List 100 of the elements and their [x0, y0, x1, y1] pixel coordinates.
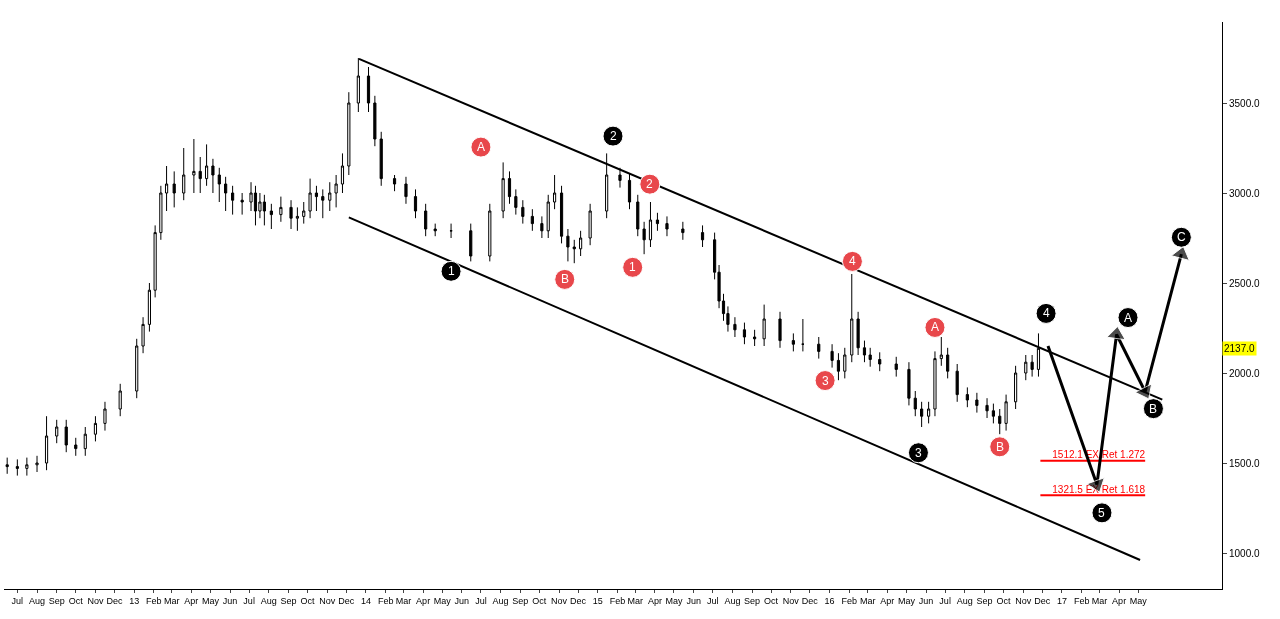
annotation: 4 [1043, 306, 1050, 320]
candlestick [164, 165, 169, 212]
x-tick-label: Nov [782, 595, 800, 606]
candlestick [433, 223, 437, 237]
annotation: 4 [849, 254, 856, 268]
candlestick [392, 174, 397, 192]
candlestick [843, 347, 847, 379]
x-tick-label: May [433, 595, 452, 606]
annotation: A [477, 140, 486, 154]
candlestick [172, 170, 176, 208]
candlestick [25, 457, 29, 477]
candlestick [521, 199, 525, 225]
candlestick [856, 311, 860, 356]
y-tick-label: 3500.0 [1229, 97, 1261, 109]
candlestick [927, 401, 931, 424]
candlestick [1014, 365, 1018, 410]
candlestick [488, 203, 492, 262]
x-tick-label: Aug [724, 595, 741, 606]
candlestick [878, 351, 882, 372]
x-tick-label: Jun [918, 595, 934, 606]
candlestick [991, 403, 995, 424]
candlestick [182, 147, 186, 201]
x-tick-label: Apr [184, 595, 199, 606]
candlestick [801, 318, 805, 352]
candlestick [295, 206, 299, 232]
candlestick [334, 174, 338, 208]
candlestick [404, 176, 408, 205]
candlestick [198, 156, 202, 194]
candlestick [965, 386, 969, 408]
annotation: 3 [822, 374, 829, 388]
y-tick-label: 2500.0 [1229, 277, 1261, 289]
candlestick [836, 352, 841, 381]
candlestick [279, 196, 283, 223]
annotation: B [996, 440, 1005, 454]
x-tick-label: Jul [706, 595, 719, 606]
annotation: B [561, 272, 570, 286]
candlestick [894, 356, 898, 378]
candlestick [469, 223, 473, 262]
annotation: A [931, 320, 940, 334]
annotation: B [1149, 402, 1158, 416]
candlestick [572, 239, 576, 264]
candlestick [1004, 394, 1008, 432]
candlestick [817, 336, 821, 360]
point [440, 260, 462, 282]
candlestick [118, 383, 122, 417]
x-tick-label: Dec [1034, 595, 1051, 606]
x-tick-label: Apr [416, 595, 431, 606]
x-tick-label: Mar [859, 595, 876, 606]
x-tick-label: Sep [512, 595, 529, 606]
candlestick [308, 178, 312, 219]
x-tick-label: Feb [146, 595, 162, 606]
candlestick [588, 203, 592, 246]
series-label: 1321.5 EX Ret 1.618 [1052, 483, 1146, 495]
candlestick [559, 185, 564, 244]
candlestick [15, 458, 19, 477]
y-tick-label: 3000.0 [1229, 187, 1261, 199]
candlestick [618, 167, 622, 189]
candlestick [514, 188, 518, 216]
candlestick [907, 361, 911, 406]
candlestick [413, 188, 418, 219]
candlestick [224, 176, 228, 212]
x-tick-label: Jul [475, 595, 487, 606]
candlestick [791, 332, 795, 352]
candlestick [44, 415, 49, 471]
x-tick-label: Feb [1073, 595, 1090, 606]
x-tick-label: Nov [87, 595, 104, 606]
candlestick [5, 457, 9, 475]
candlestick [153, 224, 157, 298]
candlestick [868, 347, 872, 368]
x-tick-label: Sep [976, 595, 993, 606]
candlestick [103, 401, 107, 432]
candlestick [946, 347, 950, 379]
candlestick [424, 203, 428, 237]
candlestick [642, 221, 646, 255]
annotation: 3 [915, 446, 922, 460]
candlestick [830, 343, 834, 369]
candlestick [753, 329, 757, 347]
candlestick [262, 194, 266, 226]
y-tick-label: 1500.0 [1229, 457, 1261, 469]
candlestick [955, 363, 959, 403]
candlestick [540, 215, 544, 239]
candlestick [366, 66, 371, 113]
x-tick-label: Oct [764, 595, 779, 606]
candlestick [862, 340, 867, 363]
x-tick-label: 17 [1056, 595, 1067, 606]
annotation: C [1177, 230, 1186, 244]
candlestick [933, 350, 937, 417]
candlestick [648, 201, 653, 248]
x-tick-label: Jul [243, 595, 255, 606]
candlestick [35, 455, 39, 473]
annotation: 1 [448, 264, 455, 278]
candlestick [507, 170, 512, 205]
candlestick [204, 143, 209, 187]
candlestick [302, 201, 306, 225]
candlestick [530, 208, 534, 232]
x-tick-label: Oct [996, 595, 1012, 606]
candlestick [636, 194, 640, 237]
annotation: 2 [646, 177, 653, 191]
candlestick [546, 194, 550, 239]
candlestick [579, 230, 583, 257]
